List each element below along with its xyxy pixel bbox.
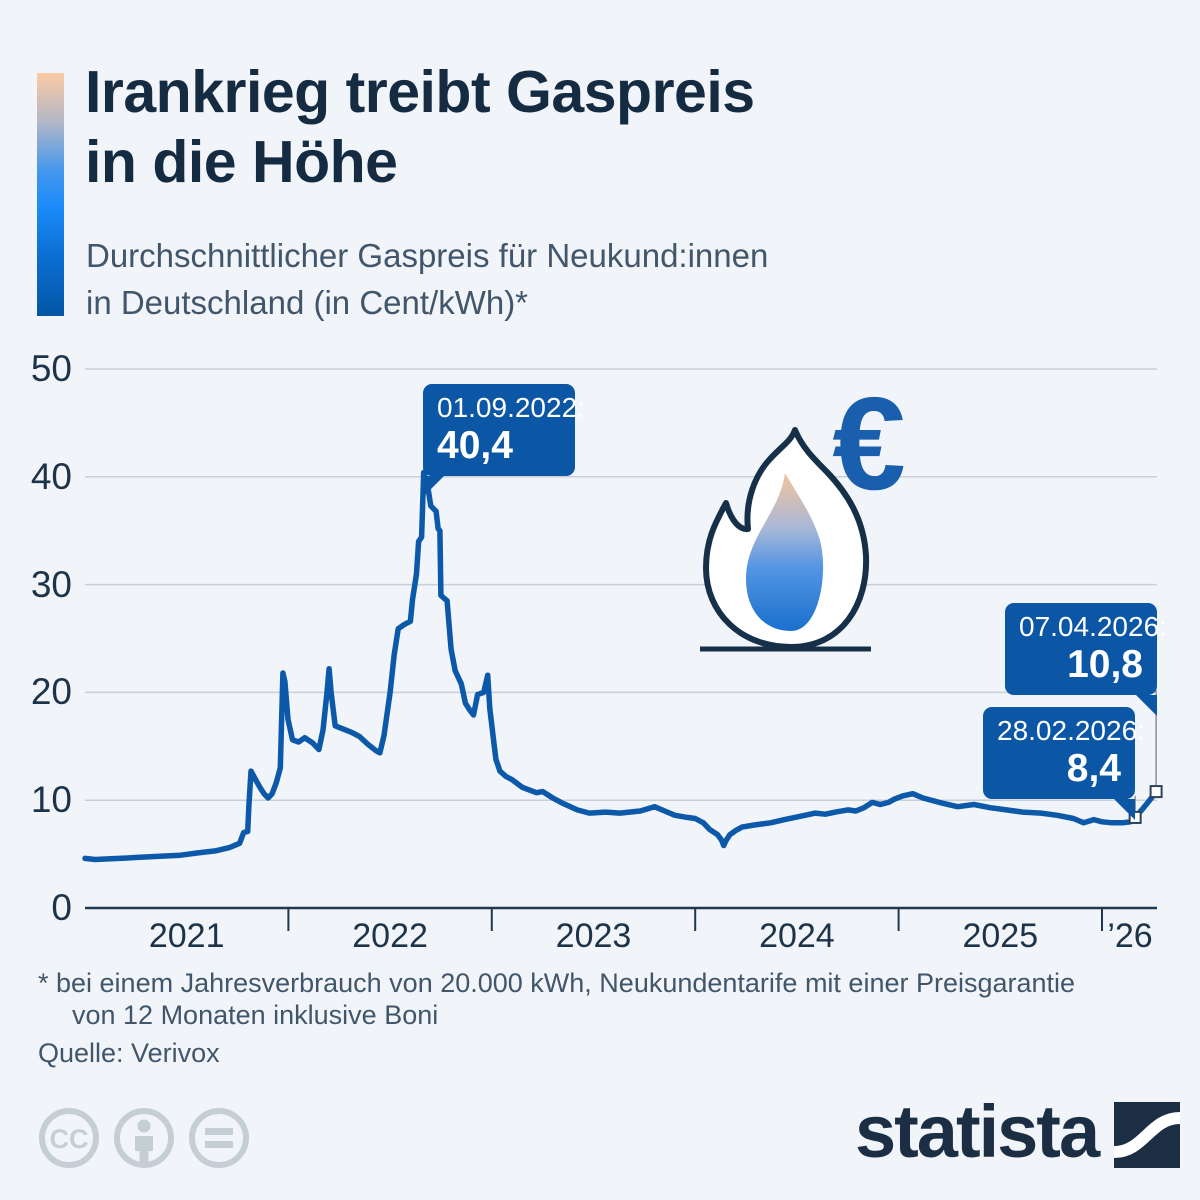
gas-flame-icon: € xyxy=(700,370,906,652)
y-axis-label-40: 40 xyxy=(30,455,72,497)
y-axis-label-10: 10 xyxy=(30,779,72,821)
y-axis-label-20: 20 xyxy=(30,671,72,713)
annotation-value: 8,4 xyxy=(1066,746,1121,790)
annotation-date: 01.09.2022: xyxy=(437,392,585,423)
page-title: Irankrieg treibt Gaspreis in die Höhe xyxy=(85,58,1085,197)
gas-price-series xyxy=(82,469,1159,863)
x-axis-label-2025: 2025 xyxy=(962,917,1039,955)
annotation-peak-2022: 01.09.2022: 40,4 xyxy=(423,384,585,498)
data-point-marker-1 xyxy=(1149,785,1163,799)
annotation-date: 28.02.2026: xyxy=(997,715,1145,746)
flame-inner xyxy=(746,473,824,631)
annotation-value: 40,4 xyxy=(437,423,513,467)
statista-logo: statista xyxy=(855,1090,1181,1173)
y-axis-label-50: 50 xyxy=(30,348,72,389)
x-axis xyxy=(85,906,1157,931)
cc-letters: CC xyxy=(50,1124,89,1154)
y-axis-label-0: 0 xyxy=(51,887,72,928)
price-line xyxy=(82,469,1159,863)
x-axis-label-2021: 2021 xyxy=(148,917,225,955)
annotation-februar-2026: 28.02.2026: 8,4 xyxy=(983,707,1145,821)
source-credit: Quelle: Verivox xyxy=(38,1038,220,1068)
callout-tail xyxy=(1114,799,1135,821)
callout-tail xyxy=(1136,695,1157,717)
subtitle-line-2: in Deutschland (in Cent/kWh)* xyxy=(86,283,529,321)
cc-icon: CC xyxy=(39,1108,99,1168)
x-axis-label-2024: 2024 xyxy=(759,917,835,955)
euro-icon: € xyxy=(832,370,905,517)
footnote-line-1: * bei einem Jahresverbrauch von 20.000 k… xyxy=(38,968,1076,998)
chart-subtitle: Durchschnittlicher Gaspreis für Neukund:… xyxy=(86,233,1086,327)
gridlines xyxy=(85,368,1157,801)
statista-logo-mark xyxy=(1114,1102,1181,1168)
annotation-value: 10,8 xyxy=(1067,642,1143,686)
title-line-1: Irankrieg treibt Gaspreis xyxy=(85,59,755,125)
statista-wordmark: statista xyxy=(855,1090,1100,1173)
cc-nd-equals-icon xyxy=(189,1108,249,1168)
cc-by-person-icon xyxy=(114,1108,174,1168)
annotation-date: 07.04.2026: xyxy=(1019,611,1167,642)
y-axis-label-30: 30 xyxy=(30,563,72,605)
subtitle-line-1: Durchschnittlicher Gaspreis für Neukund:… xyxy=(86,237,769,274)
title-accent-bar xyxy=(37,73,64,316)
creative-commons-license: CC xyxy=(35,1103,260,1178)
footnote-line-2: von 12 Monaten inklusive Boni xyxy=(72,1000,439,1030)
x-axis-label-2023: 2023 xyxy=(555,917,632,955)
annotation-april-2026: 07.04.2026: 10,8 xyxy=(1005,603,1167,717)
callout-tail xyxy=(423,476,444,498)
x-axis-label-26: ’26 xyxy=(1107,917,1153,955)
x-axis-label-2022: 2022 xyxy=(352,917,428,955)
title-line-2: in die Höhe xyxy=(85,128,398,195)
